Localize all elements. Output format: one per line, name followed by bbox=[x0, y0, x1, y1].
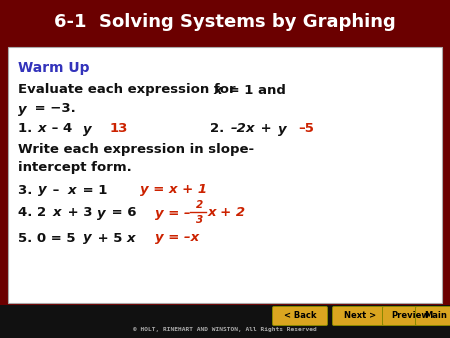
Text: = −3.: = −3. bbox=[30, 102, 76, 116]
Text: x: x bbox=[53, 207, 62, 219]
Text: y: y bbox=[38, 184, 47, 196]
Text: intercept form.: intercept form. bbox=[18, 162, 132, 174]
Text: x: x bbox=[68, 184, 77, 196]
Text: y: y bbox=[18, 102, 27, 116]
Text: –5: –5 bbox=[298, 122, 314, 136]
Text: = 6: = 6 bbox=[107, 207, 136, 219]
Text: Write each expression in slope-: Write each expression in slope- bbox=[18, 144, 254, 156]
Text: Evaluate each expression for: Evaluate each expression for bbox=[18, 83, 240, 97]
FancyBboxPatch shape bbox=[382, 307, 437, 325]
FancyBboxPatch shape bbox=[415, 307, 450, 325]
Bar bbox=[8, 47, 442, 303]
Text: < Back: < Back bbox=[284, 312, 316, 320]
Bar bbox=[0, 305, 450, 338]
Text: x + 2: x + 2 bbox=[208, 207, 246, 219]
Text: 2.: 2. bbox=[210, 122, 229, 136]
Text: Warm Up: Warm Up bbox=[18, 61, 90, 75]
Text: Next >: Next > bbox=[344, 312, 376, 320]
Text: y: y bbox=[83, 232, 92, 244]
Text: y = –x: y = –x bbox=[155, 232, 199, 244]
Text: y: y bbox=[97, 207, 106, 219]
Text: = 1 and: = 1 and bbox=[224, 83, 286, 97]
Text: x: x bbox=[214, 83, 222, 97]
Text: 13: 13 bbox=[110, 122, 128, 136]
Text: x: x bbox=[38, 122, 46, 136]
Text: y = –: y = – bbox=[155, 207, 191, 219]
Text: + 5: + 5 bbox=[93, 232, 122, 244]
Text: 3.: 3. bbox=[18, 184, 37, 196]
Text: Preview: Preview bbox=[391, 312, 429, 320]
Text: © HOLT, RINEHART AND WINSTON, All Rights Reserved: © HOLT, RINEHART AND WINSTON, All Rights… bbox=[133, 327, 317, 332]
Text: 1.: 1. bbox=[18, 122, 37, 136]
Text: x: x bbox=[246, 122, 255, 136]
Text: y: y bbox=[278, 122, 287, 136]
Text: – 4: – 4 bbox=[47, 122, 72, 136]
Text: –2: –2 bbox=[231, 122, 247, 136]
Text: 6-1  Solving Systems by Graphing: 6-1 Solving Systems by Graphing bbox=[54, 13, 396, 31]
Text: +: + bbox=[256, 122, 276, 136]
Text: x: x bbox=[127, 232, 135, 244]
Bar bbox=[0, 0, 450, 44]
Text: = 1: = 1 bbox=[78, 184, 108, 196]
Text: + 3: + 3 bbox=[63, 207, 93, 219]
Text: 5. 0 = 5: 5. 0 = 5 bbox=[18, 232, 76, 244]
Text: 2: 2 bbox=[196, 200, 203, 210]
FancyBboxPatch shape bbox=[333, 307, 387, 325]
Text: y: y bbox=[83, 122, 92, 136]
Text: y = x + 1: y = x + 1 bbox=[140, 184, 207, 196]
FancyBboxPatch shape bbox=[273, 307, 328, 325]
Text: –: – bbox=[48, 184, 64, 196]
Text: Main: Main bbox=[424, 312, 447, 320]
Text: 4. 2: 4. 2 bbox=[18, 207, 46, 219]
Text: 3: 3 bbox=[196, 215, 203, 225]
